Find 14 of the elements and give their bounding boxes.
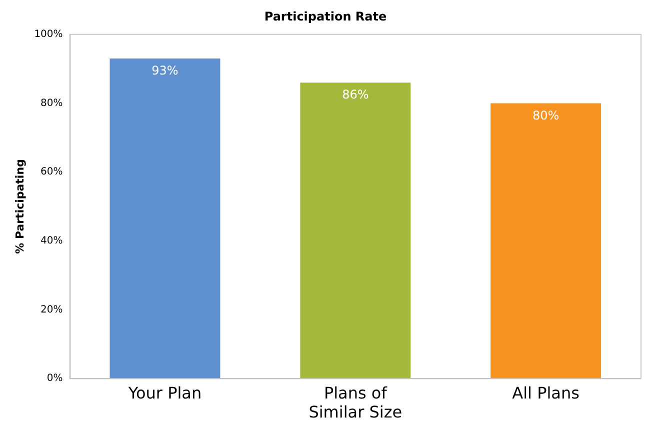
- y-axis-title: % Participating: [13, 159, 26, 254]
- y-tick-label: 60%: [40, 166, 63, 178]
- y-tick-label: 0%: [46, 373, 63, 384]
- y-tick-label: 20%: [40, 304, 63, 316]
- y-tick-label: 80%: [40, 98, 63, 109]
- x-tick-label: Your Plan: [127, 383, 202, 402]
- x-tick-label: Plans of Similar Size: [308, 383, 402, 422]
- data-label: 86%: [342, 88, 369, 102]
- y-tick-label: 100%: [34, 28, 63, 40]
- y-tick-label: 40%: [40, 236, 63, 247]
- chart-title: Participation Rate: [264, 9, 387, 24]
- x-tick-label: All Plans: [512, 383, 580, 402]
- data-label: 80%: [532, 108, 560, 122]
- data-label: 93%: [152, 64, 178, 78]
